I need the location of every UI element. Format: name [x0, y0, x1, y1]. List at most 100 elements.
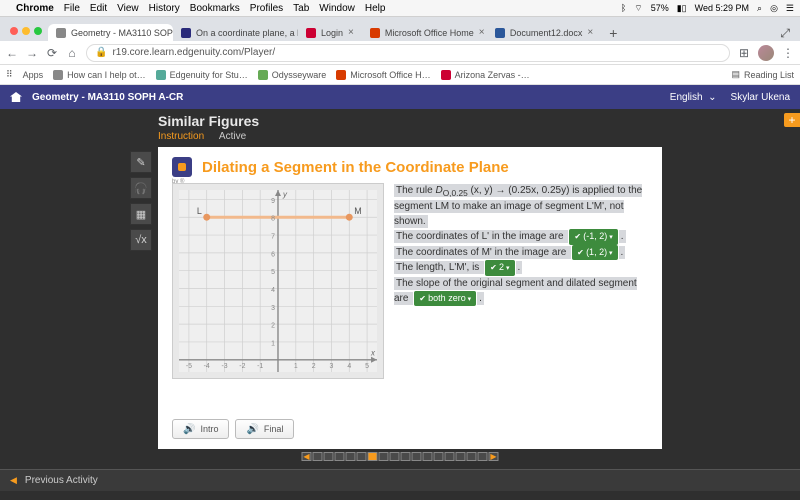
tab-label: Login: [321, 28, 343, 38]
new-tab-button[interactable]: +: [601, 25, 625, 41]
graph-svg: L M -5-4-3-2-1 12345 123456789 y x: [179, 190, 377, 372]
favicon-icon: [370, 28, 380, 38]
svg-text:3: 3: [330, 363, 334, 370]
previous-activity-button[interactable]: Previous Activity: [25, 475, 98, 486]
frame-cell[interactable]: [467, 452, 477, 461]
answer-m-coords[interactable]: (1, 2): [572, 245, 617, 261]
svg-text:4: 4: [347, 363, 351, 370]
home-button[interactable]: ⌂: [66, 47, 78, 59]
menu-file[interactable]: File: [64, 3, 80, 14]
calculator-tool[interactable]: ▦: [130, 203, 152, 225]
frame-cell[interactable]: [357, 452, 367, 461]
reading-list-button[interactable]: ▤ Reading List: [731, 69, 794, 80]
profile-avatar[interactable]: [758, 45, 774, 61]
answer-slope[interactable]: both zero: [414, 291, 476, 307]
menu-window[interactable]: Window: [319, 3, 355, 14]
svg-text:9: 9: [271, 198, 275, 205]
extensions-icon[interactable]: ⊞: [738, 47, 750, 59]
bookmark-odysseyware[interactable]: Odysseyware: [258, 70, 327, 80]
final-button[interactable]: 🔊Final: [235, 419, 294, 439]
language-selector[interactable]: English ⌄: [670, 92, 717, 103]
close-window-icon[interactable]: [10, 27, 18, 35]
bluetooth-icon[interactable]: ᛒ: [621, 3, 626, 13]
frame-cell[interactable]: [434, 452, 444, 461]
back-button[interactable]: ←: [6, 47, 18, 59]
svg-text:4: 4: [271, 287, 275, 294]
spotlight-icon[interactable]: ⌕: [757, 3, 762, 14]
user-name[interactable]: Skylar Ukena: [731, 92, 790, 103]
window-controls: [10, 27, 42, 35]
frame-cell[interactable]: [346, 452, 356, 461]
tab-geometry[interactable]: Geometry - MA3110 SOPH A-C ×: [48, 24, 173, 41]
frame-cell[interactable]: [368, 452, 378, 461]
control-center-icon[interactable]: ◎: [770, 3, 778, 14]
side-toolbar: ✎ 🎧 ▦ √x: [130, 151, 152, 251]
url-text: r19.core.learn.edgenuity.com/Player/: [112, 47, 275, 58]
url-field[interactable]: 🔒 r19.core.learn.edgenuity.com/Player/: [86, 44, 730, 62]
menu-help[interactable]: Help: [365, 3, 386, 14]
battery-pct: 57%: [651, 3, 669, 13]
tab-document[interactable]: Document12.docx ×: [487, 24, 601, 41]
reload-button[interactable]: ⟳: [46, 47, 58, 59]
add-note-button[interactable]: +: [784, 113, 800, 127]
close-icon[interactable]: ×: [479, 27, 485, 38]
answer-length[interactable]: 2: [485, 260, 514, 276]
answer-l-coords[interactable]: (-1, 2): [569, 229, 617, 245]
menu-profiles[interactable]: Profiles: [250, 3, 283, 14]
frame-cell[interactable]: [390, 452, 400, 461]
frame-cell[interactable]: [478, 452, 488, 461]
pencil-tool[interactable]: ✎: [130, 151, 152, 173]
frame-cell[interactable]: [423, 452, 433, 461]
brand-icon: [172, 157, 192, 177]
menu-bookmarks[interactable]: Bookmarks: [190, 3, 240, 14]
bookmark-edgenuity[interactable]: Edgenuity for Stu…: [156, 70, 248, 80]
menu-app[interactable]: Chrome: [16, 3, 54, 14]
menu-history[interactable]: History: [149, 3, 180, 14]
bookmark-icon: [156, 70, 166, 80]
chevron-left-icon[interactable]: ◀: [10, 475, 17, 486]
menu-icon[interactable]: ⋮: [782, 47, 794, 59]
siri-icon[interactable]: ☰: [786, 3, 794, 14]
intro-button[interactable]: 🔊Intro: [172, 419, 229, 439]
bookmark-apps[interactable]: Apps: [23, 70, 44, 80]
formula-tool[interactable]: √x: [130, 229, 152, 251]
wifi-icon[interactable]: ⌔: [634, 3, 642, 14]
frame-cell[interactable]: [324, 452, 334, 461]
close-icon[interactable]: ×: [348, 27, 354, 38]
frame-cell[interactable]: [445, 452, 455, 461]
sound-icon: 🔊: [183, 424, 195, 435]
tab-login[interactable]: Login ×: [298, 24, 362, 41]
frame-cell[interactable]: [313, 452, 323, 461]
svg-text:1: 1: [294, 363, 298, 370]
menu-edit[interactable]: Edit: [90, 3, 107, 14]
frame-next-button[interactable]: ▶: [489, 452, 499, 461]
tab-label: On a coordinate plane, a line is: [196, 28, 298, 38]
close-icon[interactable]: ×: [587, 27, 593, 38]
frame-cell[interactable]: [401, 452, 411, 461]
svg-text:1: 1: [271, 340, 275, 347]
frame-cell[interactable]: [379, 452, 389, 461]
bookmark-arizona[interactable]: Arizona Zervas -…: [441, 70, 530, 80]
frame-cell[interactable]: [335, 452, 345, 461]
tab-coordinate[interactable]: On a coordinate plane, a line is ×: [173, 24, 298, 41]
apps-grid-icon[interactable]: ⠿: [6, 69, 13, 80]
tab-office[interactable]: Microsoft Office Home ×: [362, 24, 487, 41]
frame-cell[interactable]: [412, 452, 422, 461]
frame-cell[interactable]: [456, 452, 466, 461]
expand-icon[interactable]: ⤢: [780, 26, 790, 41]
forward-button[interactable]: →: [26, 47, 38, 59]
frame-prev-button[interactable]: ◀: [302, 452, 312, 461]
minimize-window-icon[interactable]: [22, 27, 30, 35]
favicon-icon: [56, 28, 66, 38]
bookmark-help[interactable]: How can I help ot…: [53, 70, 146, 80]
headphones-tool[interactable]: 🎧: [130, 177, 152, 199]
bookmark-office[interactable]: Microsoft Office H…: [336, 70, 430, 80]
sound-icon: 🔊: [246, 424, 258, 435]
panel-title: Dilating a Segment in the Coordinate Pla…: [202, 159, 509, 176]
menu-tab[interactable]: Tab: [293, 3, 309, 14]
menu-view[interactable]: View: [117, 3, 139, 14]
svg-text:-3: -3: [221, 363, 227, 370]
home-icon[interactable]: [10, 92, 22, 102]
zoom-window-icon[interactable]: [34, 27, 42, 35]
svg-text:-5: -5: [186, 363, 192, 370]
